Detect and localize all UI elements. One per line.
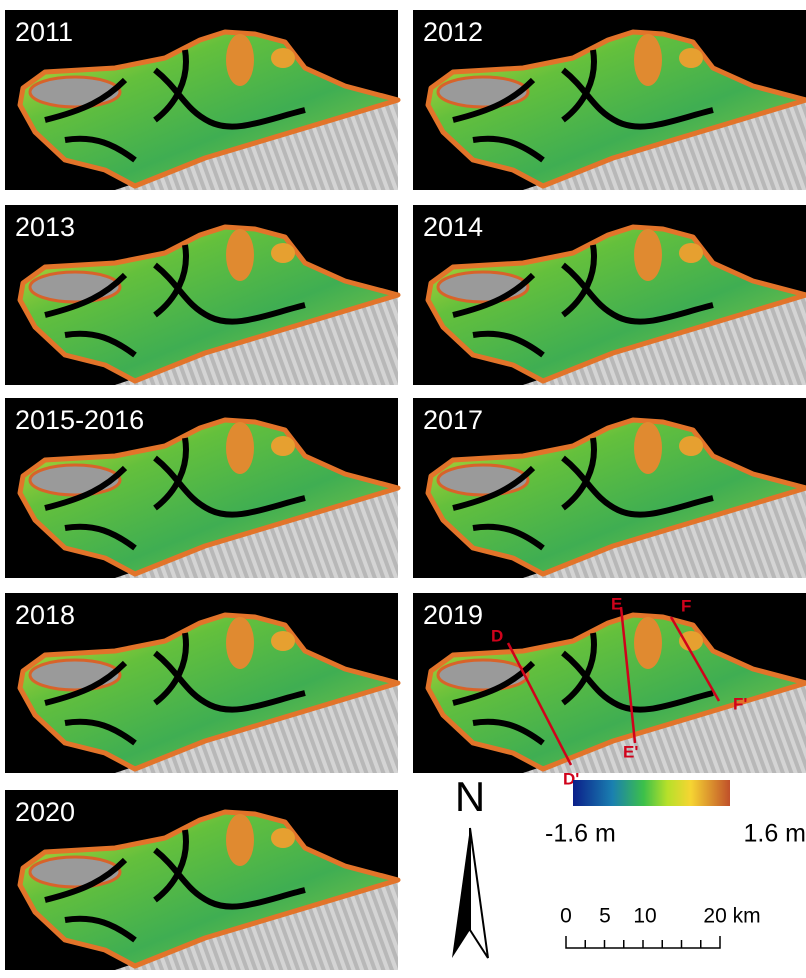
map-panel: 2017 xyxy=(413,398,806,578)
profile-start: D xyxy=(491,626,503,645)
scale-label: 5 xyxy=(599,905,611,928)
figure: 2011 2012 2013 2014 2015-2016 2017 2018 2019 202… xyxy=(0,0,806,973)
scale-label: 10 xyxy=(633,905,656,928)
high-area xyxy=(634,422,662,474)
high-area xyxy=(226,617,254,669)
high-area xyxy=(679,243,703,263)
panel-label: 2015-2016 xyxy=(15,405,144,435)
colorbar-max: 1.6 m xyxy=(743,820,806,848)
arrow-right xyxy=(470,828,488,958)
map-panel: 2012 xyxy=(413,10,806,190)
panel-label: 2013 xyxy=(15,212,75,242)
high-area xyxy=(271,631,295,651)
colorbar xyxy=(573,780,730,806)
panel-label: 2019 xyxy=(423,600,483,630)
high-area xyxy=(271,48,295,68)
panels: 2011 2012 2013 2014 2015-2016 2017 2018 2019 202… xyxy=(5,10,806,970)
high-area xyxy=(226,34,254,86)
high-area xyxy=(634,34,662,86)
panel-label: 2017 xyxy=(423,405,483,435)
map-panel: 2019 xyxy=(413,593,806,773)
profile-end: F' xyxy=(733,694,747,713)
panel-label: 2012 xyxy=(423,17,483,47)
scale-label: 0 xyxy=(560,905,572,928)
panel-label: 2014 xyxy=(423,212,483,242)
colorbar-min: -1.6 m xyxy=(545,820,616,848)
north-arrow: N xyxy=(452,773,488,958)
profile-start: E xyxy=(611,594,622,613)
map-panel: 2020 xyxy=(5,790,398,970)
map-panel: 2013 xyxy=(5,205,398,385)
high-area xyxy=(634,229,662,281)
high-area xyxy=(226,229,254,281)
high-area xyxy=(634,617,662,669)
scale-label: 20 km xyxy=(703,905,760,928)
panel-label: 2011 xyxy=(15,17,73,47)
profile-start: F xyxy=(681,596,691,615)
high-area xyxy=(271,828,295,848)
high-area xyxy=(679,436,703,456)
map-panel: 2015-2016 xyxy=(5,398,398,578)
map-panel: 2018 xyxy=(5,593,398,773)
panel-label: 2018 xyxy=(15,600,75,630)
high-area xyxy=(226,422,254,474)
panel-label: 2020 xyxy=(15,797,75,827)
high-area xyxy=(679,631,703,651)
high-area xyxy=(226,814,254,866)
high-area xyxy=(271,436,295,456)
high-area xyxy=(271,243,295,263)
map-panel: 2011 xyxy=(5,10,398,190)
arrow-left xyxy=(452,828,470,958)
map-panel: 2014 xyxy=(413,205,806,385)
north-label: N xyxy=(455,773,485,820)
high-area xyxy=(679,48,703,68)
profile-end: E' xyxy=(623,742,638,761)
scale-bar: 0 5 10 20 km xyxy=(560,905,760,948)
